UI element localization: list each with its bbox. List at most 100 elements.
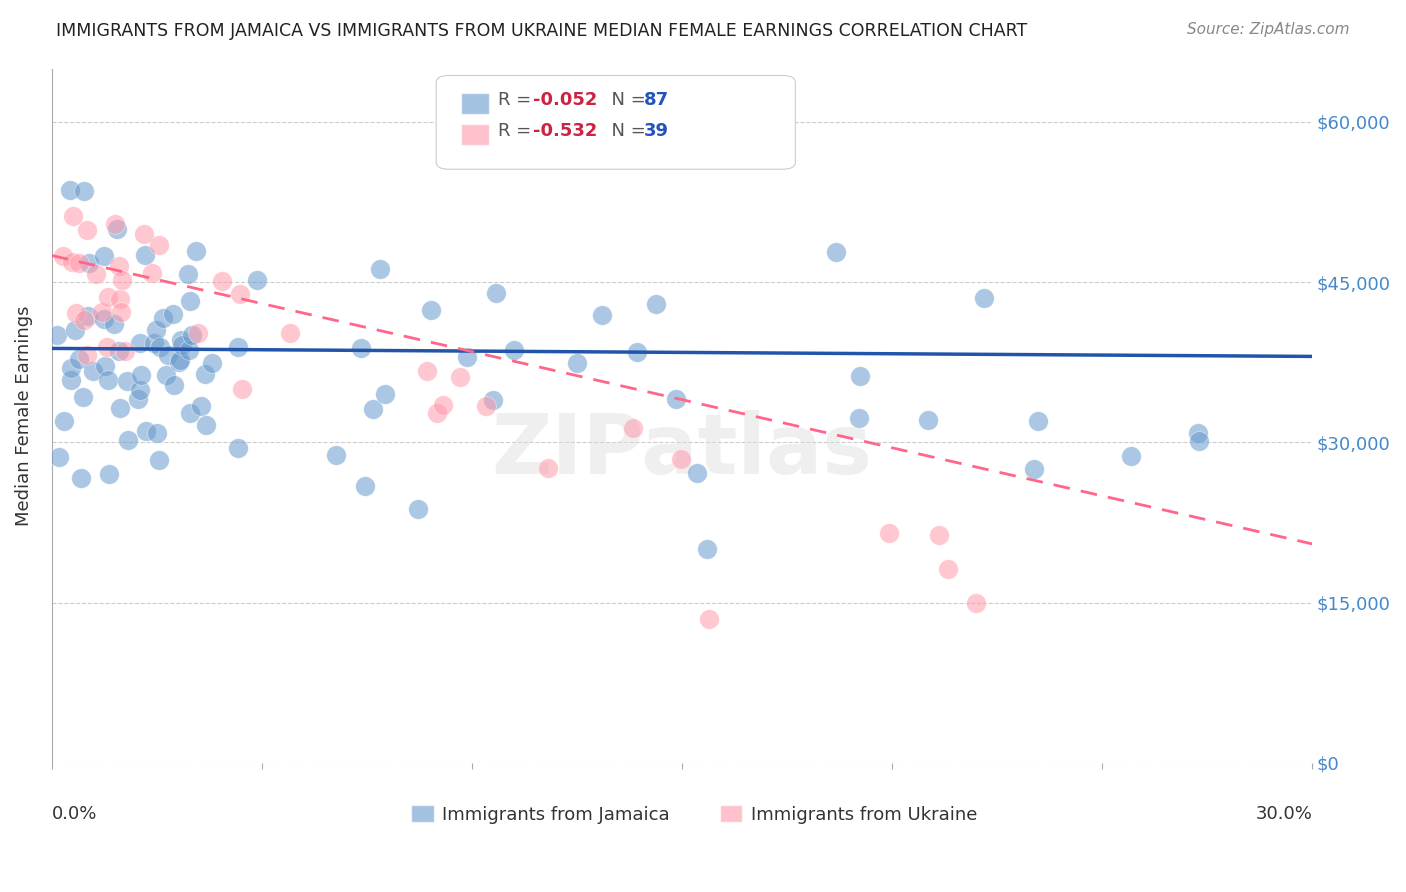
- Point: [245, 273, 267, 287]
- Point: [697, 612, 720, 626]
- Point: [481, 393, 503, 408]
- Point: [105, 222, 128, 236]
- Point: [110, 401, 132, 416]
- Point: [82, 364, 104, 378]
- Text: IMMIGRANTS FROM JAMAICA VS IMMIGRANTS FROM UKRAINE MEDIAN FEMALE EARNINGS CORREL: IMMIGRANTS FROM JAMAICA VS IMMIGRANTS FR…: [56, 22, 1028, 40]
- Y-axis label: Median Female Earnings: Median Female Earnings: [15, 305, 32, 526]
- Point: [626, 345, 648, 359]
- Point: [186, 244, 208, 259]
- Point: [177, 267, 200, 281]
- Point: [848, 411, 870, 425]
- Point: [163, 377, 186, 392]
- Point: [60, 255, 83, 269]
- Point: [131, 368, 153, 382]
- Point: [108, 344, 131, 359]
- Point: [936, 562, 959, 576]
- Point: [155, 368, 177, 383]
- Point: [149, 340, 172, 354]
- Point: [229, 286, 252, 301]
- Text: ZIPatlas: ZIPatlas: [492, 410, 873, 491]
- Point: [90, 305, 112, 319]
- Point: [169, 333, 191, 347]
- Point: [194, 367, 217, 381]
- Point: [76, 348, 98, 362]
- Point: [190, 399, 212, 413]
- Text: Immigrants from Jamaica: Immigrants from Jamaica: [443, 806, 671, 824]
- Bar: [461, 93, 489, 113]
- Point: [973, 291, 995, 305]
- Text: 30.0%: 30.0%: [1256, 805, 1312, 822]
- Point: [226, 441, 249, 455]
- Point: [93, 311, 115, 326]
- Point: [426, 406, 449, 420]
- Point: [1022, 461, 1045, 475]
- Point: [179, 293, 201, 308]
- Point: [325, 448, 347, 462]
- Point: [148, 238, 170, 252]
- Point: [97, 290, 120, 304]
- Point: [62, 210, 84, 224]
- Text: Source: ZipAtlas.com: Source: ZipAtlas.com: [1187, 22, 1350, 37]
- Point: [567, 356, 589, 370]
- Point: [475, 399, 498, 413]
- Point: [201, 356, 224, 370]
- Point: [180, 327, 202, 342]
- Point: [368, 261, 391, 276]
- Point: [145, 323, 167, 337]
- Point: [96, 340, 118, 354]
- Point: [928, 528, 950, 542]
- Point: [60, 361, 83, 376]
- Point: [211, 274, 233, 288]
- Text: -0.052: -0.052: [533, 91, 598, 109]
- Text: 87: 87: [644, 91, 669, 109]
- Point: [169, 352, 191, 367]
- Point: [146, 425, 169, 440]
- Point: [187, 326, 209, 341]
- Point: [114, 344, 136, 359]
- Point: [408, 502, 430, 516]
- Text: 39: 39: [644, 122, 669, 140]
- Point: [52, 414, 75, 428]
- Point: [48, 450, 70, 465]
- Point: [97, 373, 120, 387]
- Point: [77, 256, 100, 270]
- Point: [129, 336, 152, 351]
- Point: [111, 272, 134, 286]
- Point: [449, 370, 471, 384]
- Point: [374, 387, 396, 401]
- Point: [117, 434, 139, 448]
- Point: [162, 307, 184, 321]
- Point: [669, 452, 692, 467]
- Point: [432, 399, 454, 413]
- Point: [361, 401, 384, 416]
- Point: [128, 383, 150, 397]
- Point: [52, 249, 75, 263]
- Point: [152, 310, 174, 325]
- Point: [621, 421, 644, 435]
- Point: [69, 471, 91, 485]
- Point: [172, 337, 194, 351]
- Point: [77, 310, 100, 324]
- Point: [1026, 413, 1049, 427]
- Point: [115, 374, 138, 388]
- Point: [98, 467, 121, 481]
- Text: -0.532: -0.532: [533, 122, 598, 140]
- Point: [104, 217, 127, 231]
- Point: [94, 359, 117, 374]
- Point: [1187, 425, 1209, 440]
- Point: [825, 244, 848, 259]
- Point: [59, 373, 82, 387]
- Point: [503, 343, 526, 358]
- Point: [1119, 449, 1142, 463]
- Point: [179, 407, 201, 421]
- Point: [849, 369, 872, 384]
- Point: [107, 259, 129, 273]
- Point: [278, 326, 301, 340]
- Point: [108, 293, 131, 307]
- Bar: [411, 805, 433, 822]
- Point: [59, 183, 82, 197]
- Point: [135, 424, 157, 438]
- Point: [134, 248, 156, 262]
- Bar: [720, 805, 742, 822]
- Point: [965, 596, 987, 610]
